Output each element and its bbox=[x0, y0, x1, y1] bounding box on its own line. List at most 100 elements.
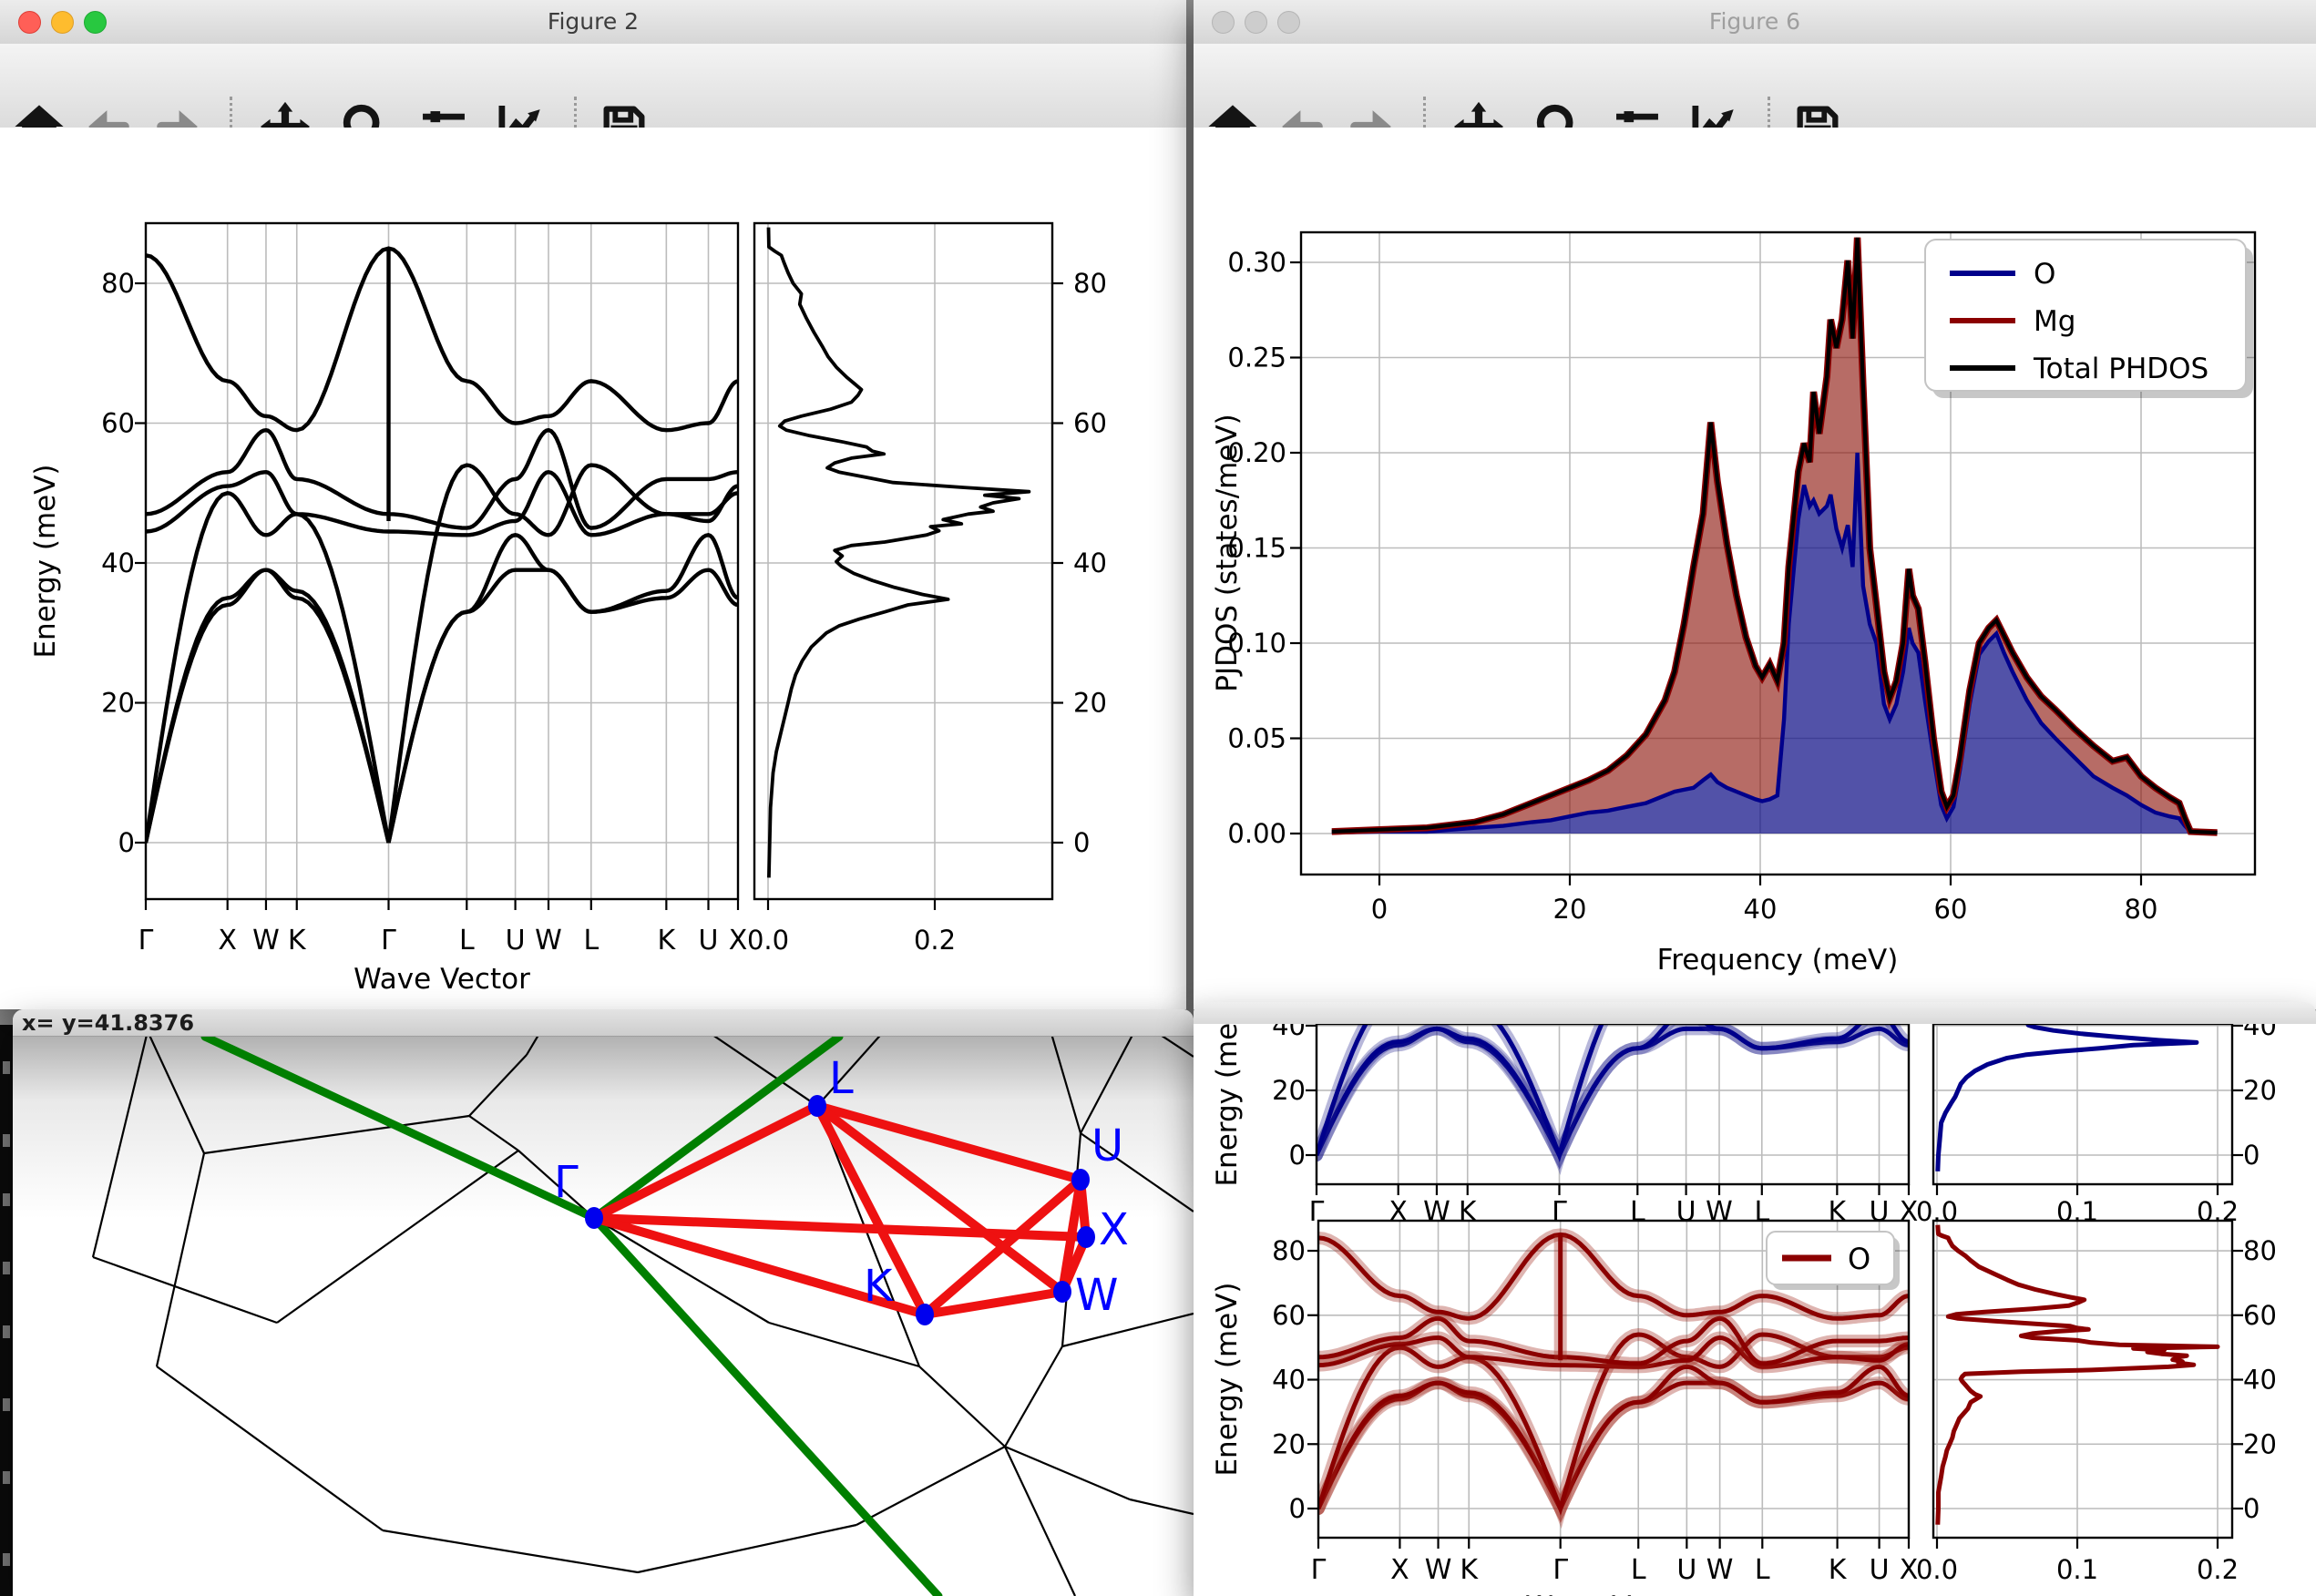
tick-label: 0.30 bbox=[1227, 247, 1286, 278]
qpoint-L bbox=[808, 1095, 826, 1117]
tick-label: 0.1 bbox=[2056, 1554, 2098, 1585]
tick-label: 20 bbox=[1272, 1428, 1306, 1459]
close-button[interactable] bbox=[1212, 11, 1235, 34]
window-chrome[interactable] bbox=[1194, 1002, 2316, 1025]
qpoint-label-L: L bbox=[829, 1053, 854, 1104]
legend-label: O bbox=[1848, 1242, 1870, 1276]
tick-label: 0 bbox=[1289, 1493, 1306, 1524]
tick-label: 40 bbox=[1272, 1024, 1306, 1041]
tick-label: Γ bbox=[1309, 1196, 1325, 1228]
y-axis-label: Energy (meV) bbox=[1211, 1282, 1244, 1476]
projected-bands-canvas[interactable] bbox=[1194, 1024, 2316, 1596]
tick-label: 0 bbox=[2243, 1493, 2260, 1524]
tick-label: K bbox=[658, 925, 677, 957]
tick-label: 80 bbox=[1272, 1235, 1306, 1266]
tick-label: 0.2 bbox=[914, 925, 956, 956]
mg-band-panel bbox=[1306, 1024, 1911, 1195]
minimize-button[interactable] bbox=[1245, 11, 1267, 34]
figure6-titlebar[interactable]: Figure 6 bbox=[1194, 0, 2316, 45]
qpath-segment-K-U bbox=[920, 1175, 1085, 1319]
tick-label: W bbox=[1706, 1554, 1734, 1586]
window-title: Figure 2 bbox=[547, 8, 640, 35]
bz-canvas[interactable] bbox=[13, 1037, 1194, 1596]
tick-label: Γ bbox=[1552, 1196, 1567, 1228]
figure2-canvas[interactable] bbox=[0, 128, 1186, 1009]
minimize-button[interactable] bbox=[51, 11, 74, 34]
tick-label: 40 bbox=[1272, 1365, 1306, 1396]
bz-plot[interactable]: Γ L UXW K bbox=[13, 1037, 1194, 1596]
legend: O bbox=[1766, 1231, 1900, 1290]
tick-label: 0.20 bbox=[1227, 437, 1286, 468]
qpath-segment-Γ-L bbox=[589, 1101, 822, 1223]
tick-label: X bbox=[729, 925, 748, 957]
x-axis-label: Wave Vector bbox=[354, 963, 530, 996]
cursor-position-readout: x= y=41.8376 bbox=[13, 1009, 1194, 1037]
tick-label: 0.0 bbox=[747, 925, 789, 956]
tick-label: 40 bbox=[1744, 894, 1778, 925]
legend-label: O bbox=[2034, 258, 2055, 291]
toolbar-separator bbox=[574, 97, 577, 157]
zoom-button[interactable] bbox=[1277, 11, 1300, 34]
x-axis-label: Frequency (meV) bbox=[1657, 944, 1899, 977]
tick-label: Γ bbox=[1553, 1554, 1568, 1586]
tick-label: 80 bbox=[101, 268, 135, 299]
qpoint-U bbox=[1071, 1169, 1090, 1191]
tick-label: Γ bbox=[1311, 1554, 1327, 1586]
fig2-band-panel bbox=[135, 221, 740, 910]
tick-label: 20 bbox=[1272, 1075, 1306, 1106]
tick-label: W bbox=[1425, 1554, 1452, 1586]
x-axis-label-clipped: Wave Vector bbox=[1525, 1591, 1702, 1596]
zoom-button[interactable] bbox=[84, 11, 107, 34]
legend-label: Mg bbox=[2034, 305, 2075, 338]
qpoint-W bbox=[1053, 1281, 1071, 1303]
tick-label: U bbox=[699, 925, 719, 957]
figure2-titlebar[interactable]: Figure 2 bbox=[0, 0, 1186, 45]
y-axis-label: Energy (meV) bbox=[1211, 1024, 1244, 1187]
legend-label: Total PHDOS bbox=[2033, 353, 2208, 385]
tick-label: 60 bbox=[2243, 1300, 2277, 1331]
tick-label: U bbox=[1676, 1554, 1696, 1586]
tick-label: 80 bbox=[2243, 1235, 2277, 1266]
o-dos-panel bbox=[1932, 1219, 2243, 1549]
tick-label: L bbox=[1631, 1554, 1646, 1586]
figure6-plot[interactable]: 0.00 0.05 0.10 0.15 0.20 0.25 0.30 0 20 40 60 80 Fre… bbox=[1194, 128, 2316, 1009]
close-button[interactable] bbox=[18, 11, 41, 34]
tick-label: Γ bbox=[381, 925, 396, 957]
qpoint-Γ bbox=[585, 1207, 603, 1229]
tick-label: U bbox=[506, 925, 526, 957]
mg-dos-panel bbox=[1932, 1024, 2243, 1195]
qpoint-label-W: W bbox=[1075, 1270, 1118, 1321]
tick-label: W bbox=[1423, 1196, 1450, 1228]
tick-label: 0.0 bbox=[1916, 1554, 1958, 1585]
tick-label: K bbox=[1829, 1554, 1848, 1586]
tick-label: 60 bbox=[101, 408, 135, 439]
toolbar-separator bbox=[230, 97, 232, 157]
tick-label: 20 bbox=[1073, 688, 1107, 719]
tick-label: 20 bbox=[101, 688, 135, 719]
tick-label: 0.05 bbox=[1227, 723, 1286, 754]
tick-label: 20 bbox=[2243, 1075, 2277, 1106]
tick-label: K bbox=[1459, 1196, 1478, 1228]
window-figure2: Figure 2 0 20 40 60 80 Γ X W K Γ L U W L K U X 0.0 0.2 0 20 4… bbox=[0, 0, 1186, 1009]
y-axis-label: Energy (meV) bbox=[29, 464, 62, 658]
tick-label: 20 bbox=[1553, 894, 1587, 925]
tick-label: 60 bbox=[1073, 408, 1107, 439]
toolbar-separator bbox=[1768, 97, 1770, 157]
tick-label: 0.2 bbox=[2197, 1554, 2239, 1585]
qpoint-label-Γ: Γ bbox=[554, 1157, 579, 1208]
qpath-segment-K-Γ bbox=[589, 1213, 929, 1319]
qpath-segment-W-L bbox=[813, 1101, 1067, 1296]
tick-label: 0.00 bbox=[1227, 818, 1286, 849]
tick-label: L bbox=[583, 925, 599, 957]
tick-label: 80 bbox=[1073, 268, 1107, 299]
tick-label: 40 bbox=[2243, 1365, 2277, 1396]
window-projected-bands: 0 20 40 0 20 40 Γ X W K Γ L U W L K U X 0.0 0.1 0.2 Energy (m… bbox=[1194, 1002, 2316, 1596]
tick-label: 0 bbox=[1289, 1140, 1306, 1171]
tick-label: X bbox=[218, 925, 237, 957]
tick-label: K bbox=[1460, 1554, 1479, 1586]
tick-label: X bbox=[1900, 1554, 1919, 1586]
toolbar-separator bbox=[1423, 97, 1426, 157]
